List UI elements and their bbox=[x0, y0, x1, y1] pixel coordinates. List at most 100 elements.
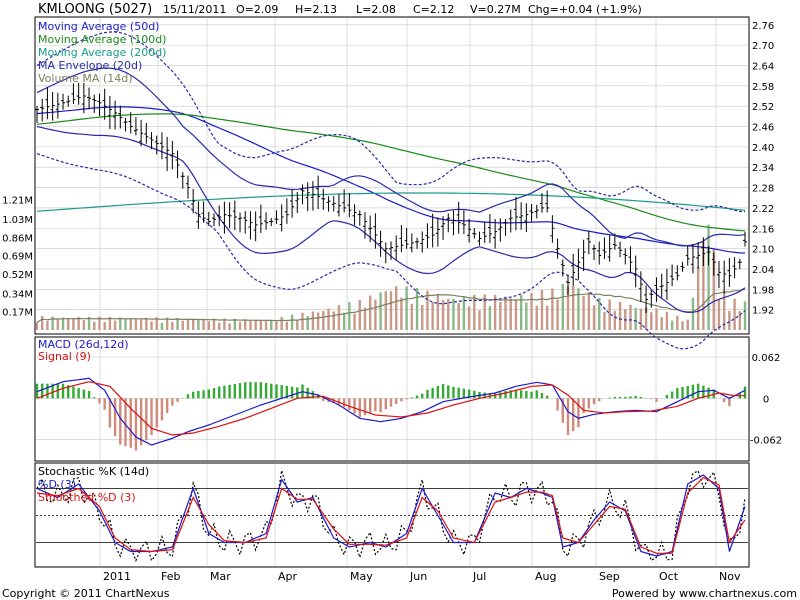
volume-bar bbox=[447, 299, 450, 330]
volume-bar bbox=[509, 298, 512, 330]
volume-bar bbox=[348, 302, 351, 330]
macd-histogram-bar bbox=[613, 396, 617, 399]
volume-bar bbox=[707, 224, 710, 330]
volume-bar bbox=[306, 316, 309, 330]
volume-bar bbox=[457, 303, 460, 330]
volume-bar bbox=[728, 310, 731, 330]
macd-tick-label: 0 bbox=[763, 394, 769, 405]
macd-histogram-bar bbox=[98, 398, 101, 404]
macd-histogram-bar bbox=[504, 391, 507, 399]
macd-histogram-bar bbox=[499, 392, 502, 399]
macd-histogram-bar bbox=[722, 398, 726, 403]
macd-histogram-bar bbox=[165, 398, 169, 413]
volume-bar bbox=[603, 311, 606, 330]
envelope-lower-line bbox=[36, 125, 746, 314]
volume-bar bbox=[587, 292, 591, 330]
volume-bar bbox=[301, 312, 304, 330]
volume-tick-label: 0.34M bbox=[2, 289, 33, 300]
volume-bar bbox=[395, 286, 398, 330]
x-tick-label: 2011 bbox=[103, 570, 131, 583]
volume-bar bbox=[124, 319, 127, 330]
volume-bar bbox=[337, 305, 341, 330]
macd-histogram-bar bbox=[171, 398, 174, 406]
volume-bar bbox=[655, 308, 658, 330]
volume-tick-label: 1.03M bbox=[2, 215, 33, 226]
volume-bar bbox=[87, 316, 91, 330]
volume-bar bbox=[452, 298, 455, 330]
macd-tick-label: -0.062 bbox=[750, 436, 782, 447]
volume-bar bbox=[415, 288, 419, 330]
macd-histogram-bar bbox=[655, 398, 658, 402]
macd-histogram-bar bbox=[119, 398, 122, 445]
volume-bar bbox=[405, 286, 408, 330]
macd-histogram-bar bbox=[395, 398, 398, 404]
volume-bar bbox=[650, 312, 653, 330]
x-tick-label: May bbox=[350, 570, 373, 583]
volume-bar bbox=[686, 319, 689, 330]
macd-histogram-bar bbox=[259, 382, 263, 399]
macd-histogram-bar bbox=[379, 398, 382, 413]
macd-histogram-bar bbox=[556, 398, 559, 411]
macd-histogram-bar bbox=[87, 391, 91, 399]
volume-bar bbox=[134, 318, 138, 330]
volume-bar bbox=[280, 317, 283, 330]
price-tick-label: 2.46 bbox=[752, 123, 774, 134]
macd-histogram-bar bbox=[139, 398, 143, 446]
high-label: H=2.13 bbox=[295, 3, 337, 16]
volume-bar bbox=[738, 311, 741, 330]
volume-bar bbox=[421, 304, 424, 330]
macd-histogram-bar bbox=[618, 396, 622, 399]
macd-histogram-bar bbox=[197, 391, 200, 399]
ma200-line bbox=[36, 192, 746, 212]
ma50-line bbox=[36, 106, 746, 254]
envelope-outer-upper-line bbox=[36, 31, 746, 213]
macd-histogram-bar bbox=[686, 385, 689, 399]
volume-bar bbox=[598, 297, 601, 330]
x-tick-label: Apr bbox=[278, 570, 298, 583]
macd-histogram-bar bbox=[441, 383, 445, 399]
volume-bar bbox=[186, 318, 190, 330]
signal-line bbox=[36, 381, 745, 436]
macd-histogram-bar bbox=[186, 394, 190, 399]
macd-histogram-bar bbox=[384, 398, 387, 410]
copyright-text: Copyright © 2011 ChartNexus bbox=[2, 587, 170, 600]
macd-histogram-bar bbox=[493, 393, 497, 399]
macd-histogram-bar bbox=[93, 397, 96, 399]
volume-bar bbox=[207, 321, 210, 330]
macd-histogram-bar bbox=[51, 383, 54, 399]
symbol-title: KMLOONG (5027) bbox=[38, 2, 152, 17]
volume-bar bbox=[545, 305, 549, 330]
macd-histogram-bar bbox=[592, 398, 596, 405]
macd-histogram-bar bbox=[290, 386, 294, 399]
volume-bar bbox=[254, 320, 257, 330]
macd-histogram-bar bbox=[322, 398, 325, 401]
macd-histogram-bar bbox=[41, 383, 44, 399]
macd-histogram-bar bbox=[650, 398, 653, 400]
x-tick-label: Oct bbox=[659, 570, 679, 583]
macd-histogram-bar bbox=[634, 395, 637, 399]
macd-histogram-bar bbox=[728, 398, 731, 407]
macd-histogram-bar bbox=[311, 391, 315, 399]
volume-bar bbox=[561, 284, 564, 330]
volume-bar bbox=[400, 297, 403, 330]
volume-bar bbox=[582, 295, 585, 330]
volume-bar bbox=[181, 320, 184, 330]
envelope-upper-line bbox=[36, 67, 746, 247]
volume-bar bbox=[644, 307, 648, 330]
macd-histogram-bar bbox=[155, 398, 158, 428]
macd-histogram-bar bbox=[410, 397, 414, 399]
volume-bar bbox=[155, 317, 158, 330]
price-tick-label: 2.16 bbox=[752, 224, 774, 235]
price-layer bbox=[35, 31, 747, 350]
volume-ma-line bbox=[36, 288, 746, 323]
volume-bar bbox=[634, 307, 637, 330]
volume-bar bbox=[233, 318, 237, 330]
macd-histogram-bar bbox=[61, 383, 65, 399]
volume-bar bbox=[733, 298, 736, 330]
macd-layer bbox=[35, 377, 747, 451]
macd-histogram-bar bbox=[264, 382, 268, 399]
price-tick-label: 2.40 bbox=[752, 143, 774, 154]
volume-bar bbox=[311, 311, 315, 330]
macd-histogram-bar bbox=[696, 383, 700, 399]
volume-bar bbox=[389, 291, 393, 330]
